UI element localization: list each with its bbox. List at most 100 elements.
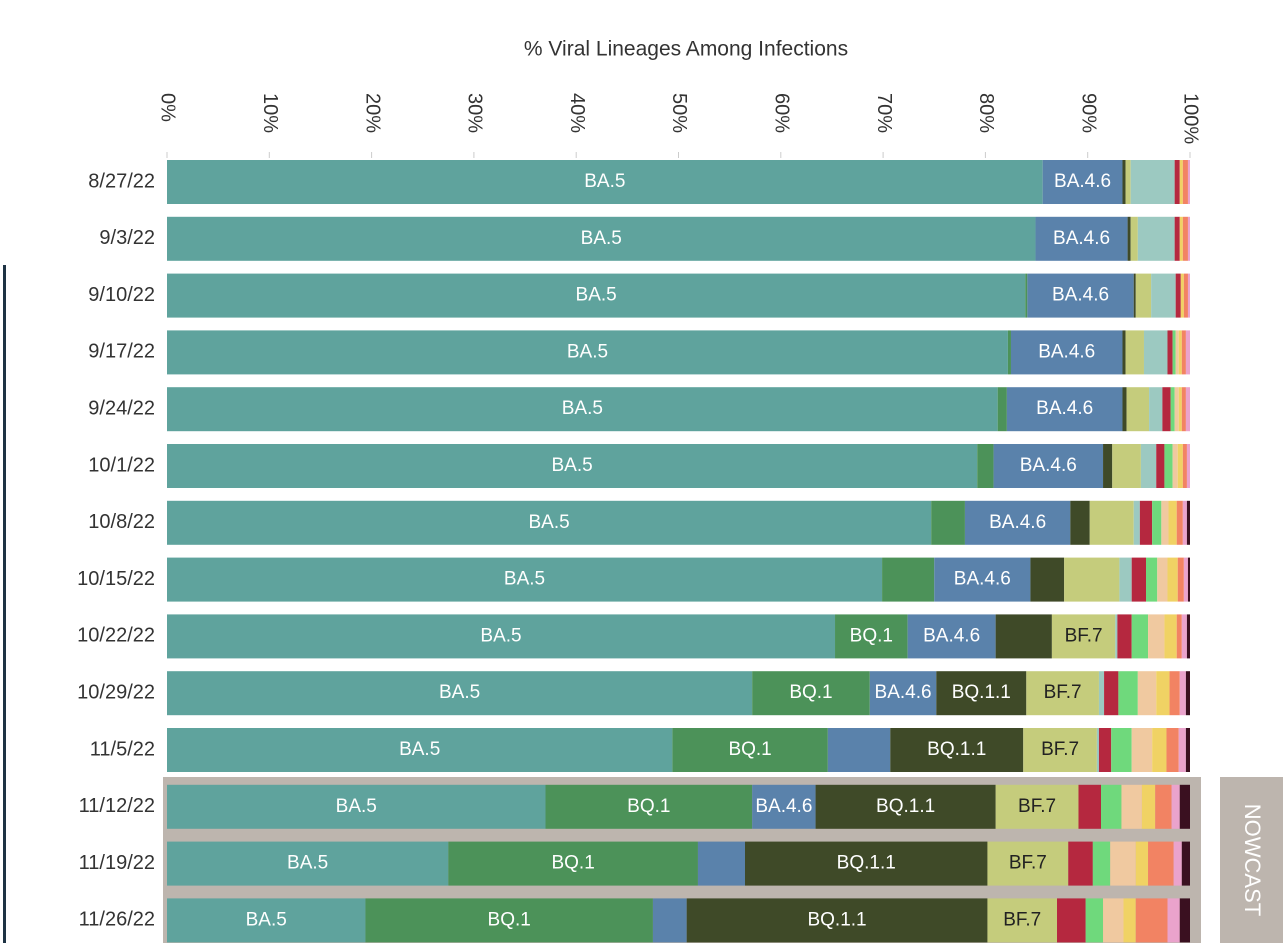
bar-segment — [1173, 841, 1182, 886]
bar-segment — [1125, 160, 1131, 204]
y-tick-label: 11/26/22 — [79, 909, 155, 931]
bar-segment — [1035, 216, 1128, 261]
segment-label: BA.5 — [552, 455, 593, 476]
x-tick-label: 70% — [873, 93, 895, 133]
bar-segment — [744, 841, 988, 886]
bar-segment — [1141, 784, 1156, 829]
y-tick-label: 9/10/22 — [88, 284, 155, 306]
bar-segment — [1042, 160, 1123, 204]
bar-segment — [997, 387, 1007, 432]
bar-segment — [1143, 330, 1168, 375]
bar-segment — [167, 444, 978, 488]
bar-segment — [882, 557, 935, 602]
bar-segment — [1007, 330, 1011, 375]
segment-label: BQ.1.1 — [952, 682, 1011, 703]
segment-label: BF.7 — [1003, 909, 1041, 930]
segment-label: BA.4.6 — [1052, 285, 1109, 306]
segment-label: BA.4.6 — [1036, 398, 1093, 419]
bar-segment — [869, 671, 937, 716]
bar-segment — [1186, 500, 1190, 545]
bar-segment — [1174, 216, 1180, 261]
bar-segment — [545, 784, 753, 829]
segment-label: BA.5 — [562, 398, 603, 419]
bar-segment — [827, 728, 891, 772]
bar-segment — [1119, 557, 1132, 602]
bar-segment — [1068, 841, 1093, 886]
bar-segment — [1179, 671, 1186, 716]
x-tick-label: 100% — [1180, 93, 1202, 144]
segment-label: BA.4.6 — [923, 625, 980, 646]
bar-segment — [167, 387, 998, 432]
bar-segment — [1110, 841, 1136, 886]
bar-segment — [1149, 387, 1163, 432]
bar-segment — [1183, 273, 1188, 318]
bar-segment — [1176, 614, 1182, 659]
bar-segment — [1179, 898, 1190, 943]
bar-segment — [1182, 500, 1187, 545]
bar-segment — [1131, 614, 1149, 659]
bar-segment — [1089, 500, 1134, 545]
bar-segment — [167, 500, 932, 545]
bar-segment — [987, 898, 1058, 943]
segment-label: BA.4.6 — [1038, 341, 1095, 362]
segment-label: BF.7 — [1044, 682, 1082, 703]
x-tick-label: 50% — [668, 93, 690, 133]
segment-label: BA.5 — [480, 625, 521, 646]
bar-segment — [1051, 614, 1116, 659]
bar-segment — [1027, 273, 1134, 318]
bar-segment — [1179, 784, 1190, 829]
bar-segment — [1172, 444, 1178, 488]
bar-segment — [1026, 671, 1099, 716]
bar-segment — [1182, 444, 1187, 488]
bar-segment — [1162, 387, 1171, 432]
bar-segment — [1187, 160, 1190, 204]
bar-segment — [1123, 898, 1136, 943]
bar-segment — [1137, 216, 1175, 261]
segment-label: BA.5 — [504, 569, 545, 590]
bar-segment — [1176, 500, 1183, 545]
bar-segment — [1121, 784, 1142, 829]
bar-segment — [167, 614, 836, 659]
bar-segment — [1186, 614, 1190, 659]
bar-segment — [1178, 387, 1182, 432]
bar-segment — [1177, 557, 1184, 602]
segment-label: BA.4.6 — [954, 569, 1011, 590]
bar-segment — [1137, 671, 1157, 716]
bar-segment — [1127, 216, 1131, 261]
bar-segment — [835, 614, 908, 659]
bar-segment — [1156, 444, 1165, 488]
bar-segment — [167, 671, 753, 716]
segment-label: BQ.1 — [850, 625, 893, 646]
y-tick-label: 9/24/22 — [88, 397, 155, 419]
bar-segment — [1175, 330, 1179, 375]
bar-segment — [1092, 841, 1111, 886]
segment-label: BQ.1 — [551, 853, 594, 874]
segment-label: BA.5 — [439, 682, 480, 703]
bar-segment — [1146, 557, 1158, 602]
bar-segment — [1115, 614, 1118, 659]
bar-segment — [1030, 557, 1065, 602]
x-tick-label: 80% — [975, 93, 997, 133]
bar-segment — [1170, 387, 1175, 432]
bar-segment — [1135, 898, 1168, 943]
bar-segment — [686, 898, 988, 943]
bar-segment — [987, 841, 1069, 886]
segment-label: BA.4.6 — [1054, 171, 1111, 192]
bar-segment — [977, 444, 994, 488]
bar-segment — [1164, 444, 1173, 488]
bar-segment — [815, 784, 996, 829]
bar-segment — [1117, 614, 1132, 659]
segment-label: BQ.1 — [488, 909, 531, 930]
segment-label: BQ.1.1 — [807, 909, 866, 930]
bar-segment — [1183, 557, 1188, 602]
bar-segment — [672, 728, 828, 772]
bar-segment — [1023, 728, 1097, 772]
segment-label: BA.4.6 — [1020, 455, 1077, 476]
x-tick-label: 90% — [1077, 93, 1099, 133]
bar-segment — [1174, 160, 1180, 204]
bar-segment — [1155, 784, 1172, 829]
y-tick-label: 11/12/22 — [79, 795, 155, 817]
bar-segment — [1182, 160, 1188, 204]
bar-segment — [1078, 784, 1101, 829]
y-tick-label: 9/3/22 — [99, 227, 155, 249]
